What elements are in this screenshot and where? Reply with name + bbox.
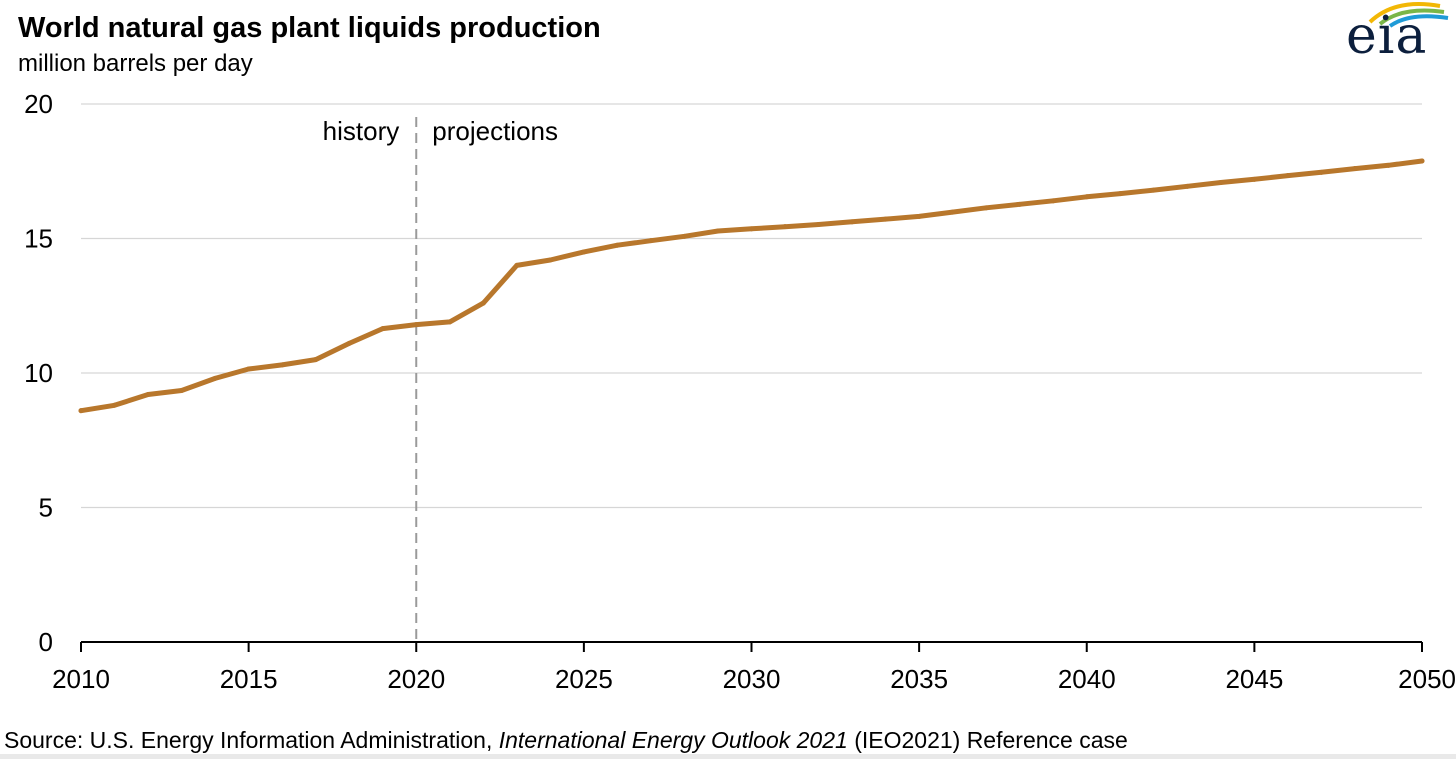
data-point	[648, 238, 654, 244]
data-point	[715, 228, 721, 234]
chart-title: World natural gas plant liquids producti…	[18, 12, 601, 44]
source-note: Source: U.S. Energy Information Administ…	[4, 727, 1128, 754]
data-point	[112, 402, 118, 408]
logo-text: eia	[1346, 6, 1428, 66]
eia-logo: eia	[1340, 0, 1452, 72]
data-point	[1385, 162, 1391, 168]
y-tick-label: 10	[24, 358, 53, 388]
y-tick-label: 5	[39, 493, 53, 523]
series-group	[78, 158, 1425, 414]
data-point	[480, 300, 486, 306]
x-tick-label: 2020	[387, 664, 445, 694]
data-point	[1184, 183, 1190, 189]
x-tick-label: 2040	[1058, 664, 1116, 694]
data-point	[1017, 201, 1023, 207]
data-point	[1050, 198, 1056, 204]
data-point	[950, 209, 956, 215]
chart-subtitle: million barrels per day	[18, 50, 253, 77]
source-prefix: Source: U.S. Energy Information Administ…	[4, 727, 499, 753]
y-tick-label: 15	[24, 224, 53, 254]
data-point	[447, 319, 453, 325]
line-chart: history projections 0 5 10 15 20 2010 2015 202…	[24, 89, 1456, 694]
data-point	[1352, 166, 1358, 172]
data-point	[1117, 191, 1123, 197]
data-point	[346, 340, 352, 346]
data-point	[547, 257, 553, 263]
data-point	[145, 392, 151, 398]
data-point	[916, 213, 922, 219]
data-point	[883, 216, 889, 222]
data-point	[1419, 158, 1425, 164]
data-point	[514, 262, 520, 268]
x-tick-label: 2035	[890, 664, 948, 694]
x-tick-label: 2010	[52, 664, 110, 694]
logo-swoosh-icon	[1368, 2, 1449, 28]
projections-label: projections	[432, 116, 558, 146]
data-point	[246, 366, 252, 372]
x-tick-label: 2015	[220, 664, 278, 694]
x-tick-label: 2030	[723, 664, 781, 694]
data-point	[78, 408, 84, 414]
y-axis-tick-labels: 0 5 10 15 20	[24, 89, 53, 657]
y-tick-label: 20	[24, 89, 53, 119]
y-tick-label: 0	[39, 627, 53, 657]
data-point	[313, 357, 319, 363]
data-point	[413, 322, 419, 328]
x-tick-label: 2045	[1225, 664, 1283, 694]
data-point	[1318, 169, 1324, 175]
x-axis: 2010 2015 2020 2025 2030 2035 2040 2045 2050	[52, 641, 1456, 694]
x-tick-label: 2025	[555, 664, 613, 694]
data-point	[816, 222, 822, 228]
data-point	[380, 326, 386, 332]
data-point	[1151, 187, 1157, 193]
bottom-edge	[0, 754, 1456, 759]
history-label: history	[323, 116, 400, 146]
gridlines	[81, 103, 1422, 509]
data-point	[179, 387, 185, 393]
data-point	[849, 219, 855, 225]
data-point	[212, 375, 218, 381]
source-publication: International Energy Outlook 2021	[498, 727, 848, 753]
data-point	[983, 205, 989, 211]
data-point	[782, 224, 788, 230]
x-tick-label: 2050	[1398, 664, 1456, 694]
data-point	[1218, 180, 1224, 186]
data-point	[581, 249, 587, 255]
data-point	[1285, 173, 1291, 179]
data-point	[614, 242, 620, 248]
data-point	[749, 226, 754, 232]
data-point	[1084, 194, 1090, 200]
data-point	[681, 233, 687, 239]
source-suffix: (IEO2021) Reference case	[847, 727, 1128, 753]
data-point	[279, 362, 285, 368]
data-point	[1251, 176, 1257, 182]
